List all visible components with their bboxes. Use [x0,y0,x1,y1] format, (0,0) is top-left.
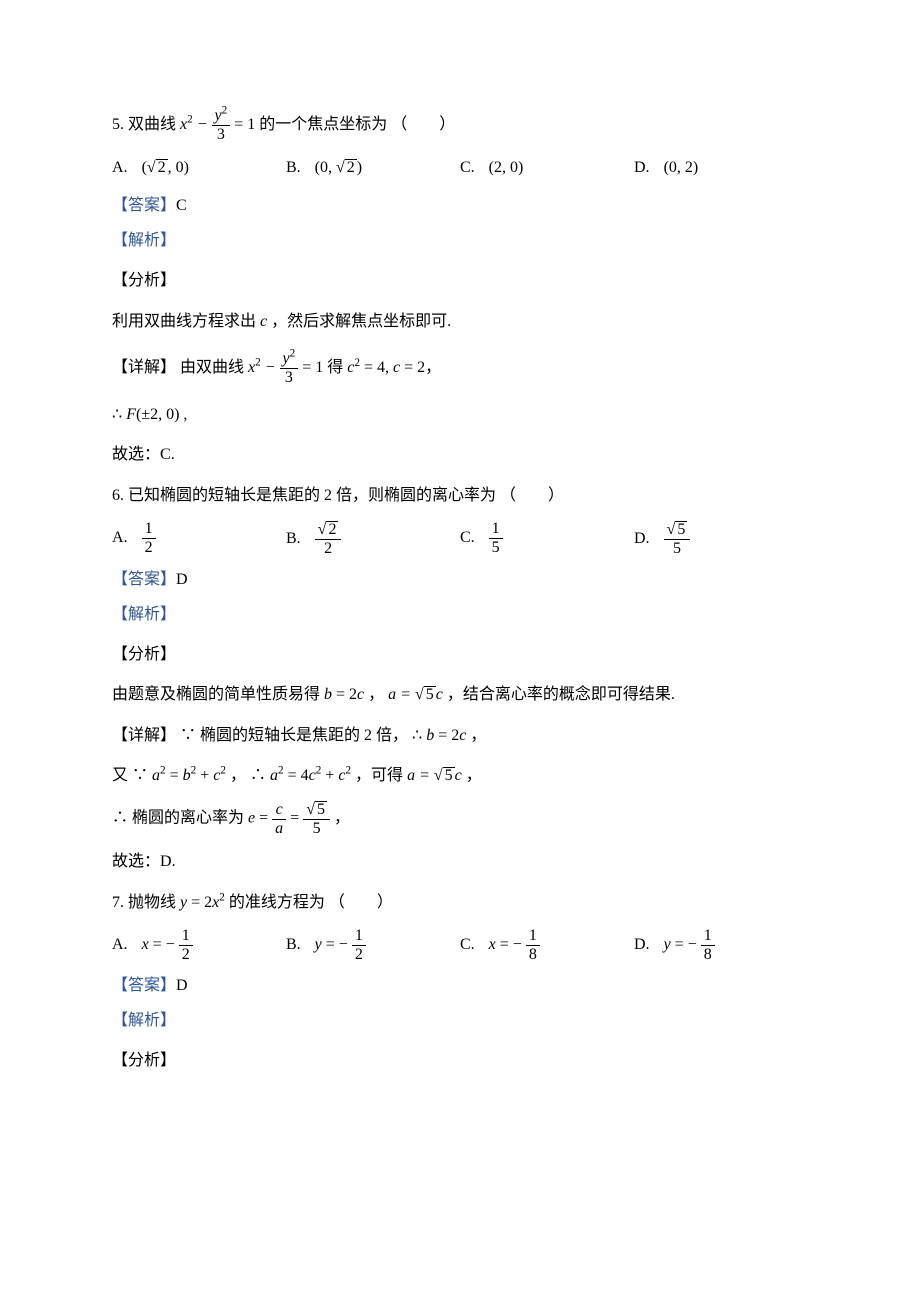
q6-answer: 【答案】D [112,565,808,595]
q6-detail-l1: 【详解】 ∵ 椭圆的短轴长是焦距的 2 倍， ∴ b = 2c ， [112,721,808,751]
q6-stem-text: 已知椭圆的短轴长是焦距的 2 倍，则椭圆的离心率为 [128,487,496,504]
q7-math: y = 2x2 [180,894,225,911]
q5-analysis-label: 【解析】 [112,226,808,256]
q5-detail: 【详解】 由双曲线 x2 − y2 3 = 1 得 c2 = 4, c = 2， [112,351,808,386]
q7-stem: 7. 抛物线 y = 2x2 的准线方程为 （ ） [112,888,808,918]
q5-analysis: 利用双曲线方程求出 c ，然后求解焦点坐标即可. [112,307,808,337]
q6-analysis-label: 【解析】 [112,600,808,630]
q5-eq-tail: = 1 [234,116,255,133]
q6-select: 故选：D. [112,847,808,877]
q6-fenxi-label: 【分析】 [112,640,808,670]
q5-opt-b[interactable]: B. (0, √2) [286,153,460,183]
q5-select: 故选：C. [112,440,808,470]
q7-fenxi-label: 【分析】 [112,1046,808,1076]
q6-opt-a[interactable]: A. 12 [112,521,286,557]
q7-number: 7. [112,894,124,911]
q6-detail-l2: 又 ∵ a2 = b2 + c2 ， ∴ a2 = 4c2 + c2 ，可得 a… [112,761,808,791]
q5-stem: 5. 双曲线 x2 − y2 3 = 1 的一个焦点坐标为 （ ） [112,108,808,143]
q6-opt-c[interactable]: C. 15 [460,521,634,557]
q6-opt-d[interactable]: D. √55 [634,521,808,557]
q5-fenxi-label: 【分析】 [112,266,808,296]
q5-frac: y2 3 [212,108,231,143]
q6-blank: （ ） [500,487,564,504]
q5-opt-d[interactable]: D. (0, 2) [634,153,808,183]
q6-analysis: 由题意及椭圆的简单性质易得 b = 2c ， a = √5c ，结合离心率的概念… [112,680,808,710]
q6-number: 6. [112,487,124,504]
q7-answer: 【答案】D [112,971,808,1001]
q7-opt-c[interactable]: C. x = − 18 [460,928,634,963]
q7-opt-d[interactable]: D. y = − 18 [634,928,808,963]
q5-blank: （ ） [391,116,455,133]
q7-blank: （ ） [329,894,393,911]
q6-stem: 6. 已知椭圆的短轴长是焦距的 2 倍，则椭圆的离心率为 （ ） [112,481,808,511]
q7-analysis-label: 【解析】 [112,1006,808,1036]
q5-foci: ∴ F(±2, 0) , [112,400,808,430]
q5-stem-suf: 的一个焦点坐标为 [259,116,387,133]
q7-stem-suf: 的准线方程为 [229,894,325,911]
q5-eq: x2 − [180,116,212,133]
q6-opt-b[interactable]: B. √22 [286,521,460,557]
q5-opt-a[interactable]: A. (√2, 0) [112,153,286,183]
q7-opt-a[interactable]: A. x = − 12 [112,928,286,963]
q5-answer: 【答案】C [112,191,808,221]
q5-opt-c[interactable]: C. (2, 0) [460,153,634,183]
q6-detail-l3: ∴ 椭圆的离心率为 e = ca = √55 ， [112,801,808,837]
q7-stem-pre: 抛物线 [128,894,180,911]
q5-options: A. (√2, 0) B. (0, √2) C. (2, 0) D. (0, 2… [112,153,808,183]
q7-opt-b[interactable]: B. y = − 12 [286,928,460,963]
q5-number: 5. [112,116,124,133]
q6-options: A. 12 B. √22 C. 15 D. √55 [112,521,808,557]
q7-options: A. x = − 12 B. y = − 12 C. x = − 18 D. y… [112,928,808,963]
q5-stem-pre: 双曲线 [128,116,180,133]
